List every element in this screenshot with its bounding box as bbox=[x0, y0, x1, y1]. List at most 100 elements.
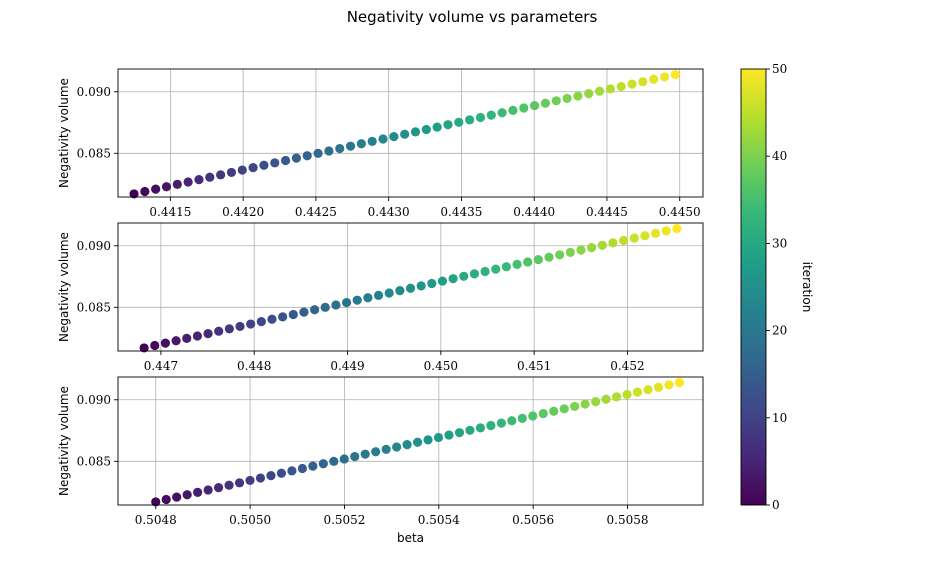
data-point bbox=[486, 420, 496, 431]
data-point bbox=[140, 186, 150, 197]
data-point bbox=[597, 240, 607, 250]
data-point bbox=[486, 110, 496, 120]
data-point bbox=[291, 153, 302, 163]
data-point bbox=[454, 117, 464, 127]
data-point bbox=[459, 271, 469, 281]
data-point bbox=[350, 451, 360, 462]
x-tick-label: 0.5054 bbox=[418, 513, 460, 527]
y-tick-label: 0.090 bbox=[77, 85, 111, 99]
x-tick-label: 0.4430 bbox=[368, 205, 410, 219]
data-point bbox=[213, 482, 224, 493]
data-point bbox=[619, 235, 629, 246]
data-point bbox=[433, 432, 444, 443]
data-point bbox=[601, 394, 611, 404]
x-tick-label: 0.4440 bbox=[513, 205, 555, 219]
data-point bbox=[659, 72, 670, 82]
data-point bbox=[400, 129, 410, 139]
x-tick-label: 0.4450 bbox=[659, 205, 701, 219]
data-point bbox=[443, 120, 453, 130]
y-axis-label: Negativity volume bbox=[57, 386, 71, 496]
data-point bbox=[341, 297, 352, 308]
data-point bbox=[183, 177, 193, 187]
data-point bbox=[371, 447, 381, 457]
data-point bbox=[638, 77, 648, 87]
data-point bbox=[287, 466, 297, 476]
data-point bbox=[172, 492, 182, 502]
data-point bbox=[245, 475, 255, 486]
x-tick-label: 0.5056 bbox=[512, 513, 554, 527]
data-point bbox=[335, 143, 345, 154]
data-point bbox=[508, 105, 518, 115]
data-point bbox=[632, 387, 643, 397]
data-point bbox=[182, 490, 192, 500]
data-point bbox=[640, 231, 650, 241]
data-point bbox=[192, 331, 202, 341]
panel-3: 0.5048 0.5050 0.5052 0.5054 0.5056 0.5058 0.08… bbox=[57, 376, 704, 545]
colorbar: 0 10 20 30 40 50 iteration bbox=[740, 62, 814, 512]
data-point bbox=[475, 423, 486, 433]
data-point bbox=[256, 317, 266, 327]
data-point bbox=[480, 266, 490, 277]
data-point bbox=[650, 228, 661, 238]
data-point bbox=[161, 494, 171, 505]
data-point bbox=[465, 115, 475, 125]
data-point bbox=[203, 485, 213, 495]
data-point bbox=[203, 328, 213, 339]
data-point bbox=[320, 302, 330, 312]
data-point bbox=[570, 401, 580, 412]
data-point bbox=[496, 418, 506, 428]
data-point bbox=[139, 343, 149, 353]
data-point bbox=[670, 69, 680, 80]
x-tick-label: 0.4445 bbox=[586, 205, 628, 219]
data-point bbox=[533, 254, 543, 265]
data-point bbox=[643, 385, 653, 395]
data-point bbox=[501, 262, 511, 272]
data-point bbox=[392, 442, 402, 452]
data-point bbox=[329, 456, 339, 466]
data-point bbox=[345, 141, 356, 151]
data-point bbox=[423, 435, 433, 445]
data-point bbox=[519, 103, 529, 113]
data-point bbox=[410, 127, 421, 137]
data-point bbox=[653, 382, 664, 392]
x-tick-label: 0.448 bbox=[237, 359, 271, 373]
data-point bbox=[313, 148, 323, 158]
data-point bbox=[248, 163, 258, 173]
data-point bbox=[465, 425, 475, 435]
data-point bbox=[448, 274, 458, 284]
data-point bbox=[151, 184, 161, 194]
colorbar-tick-label: 20 bbox=[772, 324, 787, 338]
data-point bbox=[591, 397, 601, 407]
data-point bbox=[324, 146, 334, 156]
colorbar-frame bbox=[740, 68, 767, 506]
data-point bbox=[608, 238, 618, 248]
data-point bbox=[540, 98, 551, 108]
data-point bbox=[216, 170, 226, 180]
data-point bbox=[562, 93, 572, 104]
data-point bbox=[559, 404, 569, 414]
data-point bbox=[627, 79, 637, 89]
data-point bbox=[416, 281, 426, 291]
data-point bbox=[278, 312, 288, 322]
data-point bbox=[331, 300, 341, 310]
data-point bbox=[454, 428, 465, 438]
data-point bbox=[193, 487, 203, 497]
data-point bbox=[235, 321, 245, 332]
colorbar-tick-label: 10 bbox=[772, 411, 787, 425]
data-point bbox=[538, 408, 548, 419]
x-tick-label: 0.451 bbox=[517, 359, 551, 373]
data-point bbox=[280, 155, 291, 166]
axes-frame bbox=[117, 68, 704, 198]
data-point bbox=[182, 333, 192, 343]
data-point bbox=[594, 86, 605, 96]
data-point bbox=[580, 399, 590, 409]
data-point bbox=[226, 167, 237, 178]
data-point bbox=[469, 269, 480, 279]
data-point bbox=[259, 160, 269, 170]
data-point bbox=[160, 338, 171, 348]
data-point bbox=[497, 108, 507, 118]
data-point bbox=[517, 413, 527, 423]
data-point bbox=[363, 293, 373, 303]
data-point bbox=[565, 247, 575, 258]
data-point bbox=[299, 307, 309, 317]
